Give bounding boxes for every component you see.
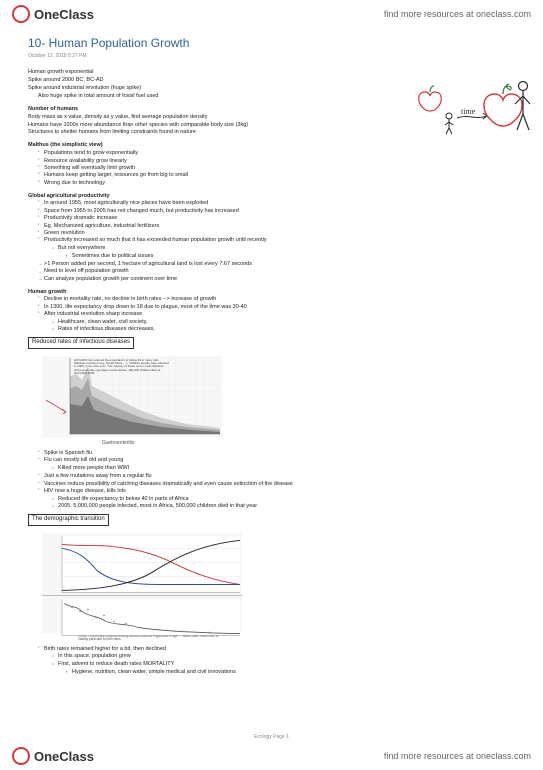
list-item-text: Birth rates remained higher for a bit, t… [44, 646, 166, 652]
list-item-text: Flu can mostly kill old and young [44, 457, 123, 463]
list-item-text: Productivity increased so much that it h… [44, 237, 267, 243]
list-item-text: After industrial revolution sharp increa… [44, 311, 142, 317]
logo-icon [12, 5, 30, 23]
list-item: Healthcare, clean water, civil society, [52, 319, 515, 326]
document-content: time 10- Human Population Growth October… [0, 28, 543, 705]
svg-text:time: time [461, 107, 476, 116]
page-timestamp: October 12, 2018 8:27 PM [28, 53, 515, 59]
list-item: Wrong due to technology [38, 180, 515, 187]
list-item: >1 Person added per second, 1 hectare of… [38, 261, 515, 268]
footer-bar: OneClass find more resources at oneclass… [0, 742, 543, 770]
list-item: In 1300, life expectancy drop down to 18… [38, 304, 515, 311]
list-item: Birth rates remained higher for a bit, t… [38, 646, 515, 676]
page-number: Ecology Page 1 [0, 734, 543, 740]
list-item: Space from 1955 to 2005 has not changed … [38, 208, 515, 215]
list-item: Just a few mutations away from a regular… [38, 473, 515, 480]
bullet-list: Birth rates remained higher for a bit, t… [28, 646, 515, 676]
infectious-disease-chart: HIV/AIDS has reduced life expectancy to … [42, 356, 222, 438]
brand-name: OneClass [34, 7, 94, 22]
list-item: 2005, 5,000,000 people infected, most in… [52, 503, 515, 510]
list-item: Productivity increased so much that it h… [38, 237, 515, 260]
list-item: First, advent to reduce death rates MORT… [52, 661, 515, 676]
list-item: Vaccines reduce possibility of catching … [38, 481, 515, 488]
demographic-transition-chart [42, 533, 242, 633]
list-item: Need to level off population growth [38, 268, 515, 275]
brand-name: OneClass [34, 749, 94, 764]
brand-logo-footer[interactable]: OneClass [12, 747, 94, 765]
list-item: Populations tend to grow exponentially [38, 150, 515, 157]
list-item-text: But not everywhere [58, 245, 105, 251]
page-title: 10- Human Population Growth [28, 36, 515, 51]
list-item: Reduced life expectancy to below 40 in p… [52, 496, 515, 503]
section-head: Global agricultural productivity [28, 193, 515, 200]
bullet-list: Populations tend to grow exponentially R… [28, 150, 515, 186]
list-item-text: HIV now a huge disease, kills lots [44, 488, 126, 494]
list-item: Flu can mostly kill old and young Killed… [38, 457, 515, 472]
bullet-list: Spike is Spanish flu Flu can mostly kill… [28, 450, 515, 510]
list-item: In around 1955, most agriculturally nice… [38, 200, 515, 207]
chart-caption: Gastroenteritis [102, 440, 515, 446]
section-head: Human growth [28, 289, 515, 296]
list-item: Decline in mortality rate, no decline in… [38, 296, 515, 303]
list-item: Eg. Mechanized agriculture, industrial f… [38, 223, 515, 230]
footer-link[interactable]: find more resources at oneclass.com [384, 751, 531, 761]
list-item: After industrial revolution sharp increa… [38, 311, 515, 333]
list-item: Productivity dramatic increase [38, 215, 515, 222]
box-label-transition: The demographic transition [28, 514, 109, 526]
list-item: Sometimes due to political issues [66, 253, 515, 260]
list-item: HIV now a huge disease, kills lots Reduc… [38, 488, 515, 510]
header-link[interactable]: find more resources at oneclass.com [384, 9, 531, 19]
list-item: Killed more people than WWI [52, 465, 515, 472]
margin-doodle: time [411, 74, 531, 148]
bullet-list: In around 1955, most agriculturally nice… [28, 200, 515, 282]
brand-logo[interactable]: OneClass [12, 5, 94, 23]
list-item: In this space, population grew [52, 653, 515, 660]
list-item: Green revolution [38, 230, 515, 237]
list-item: Rates of infectious diseases decreases, [52, 326, 515, 333]
logo-icon [12, 747, 30, 765]
list-item: Spike is Spanish flu [38, 450, 515, 457]
list-item: Resource availability grow linearly [38, 158, 515, 165]
list-item: But not everywhere Sometimes due to poli… [52, 245, 515, 260]
list-item: Something will eventually limit growth [38, 165, 515, 172]
header-bar: OneClass find more resources at oneclass… [0, 0, 543, 28]
list-item-text: First, advent to reduce death rates MORT… [58, 661, 174, 667]
list-item: Humans keep getting larger, resources go… [38, 172, 515, 179]
list-item: Hygiene, nutrition, clean water, simple … [66, 669, 515, 676]
list-item: Can analyze population growth per contin… [38, 276, 515, 283]
bullet-list: Decline in mortality rate, no decline in… [28, 296, 515, 333]
box-label-diseases: Reduced rates of infectious diseases [28, 337, 134, 349]
chart-note: HIV/AIDS has reduced life expectancy to … [74, 359, 169, 375]
